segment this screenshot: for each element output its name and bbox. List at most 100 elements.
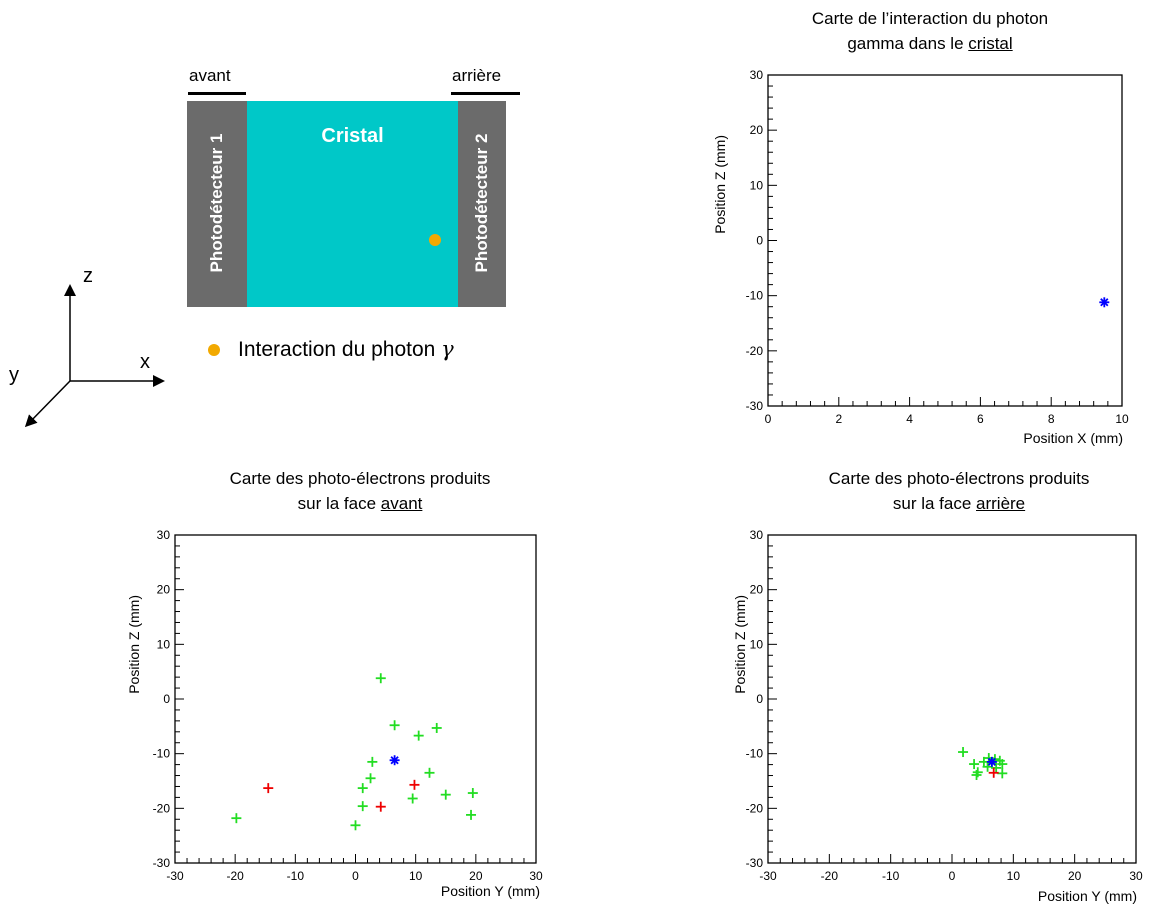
data-point xyxy=(407,793,418,804)
data-point xyxy=(365,773,376,784)
x-tick-label: -30 xyxy=(759,869,777,883)
y-axis-title: Position Z (mm) xyxy=(126,595,142,694)
x-tick-label: 2 xyxy=(835,412,842,426)
front-title-underlined: avant xyxy=(380,494,423,513)
x-tick-label: 10 xyxy=(409,869,423,883)
x-tick-label: -10 xyxy=(287,869,305,883)
x-tick-label: 20 xyxy=(469,869,483,883)
x-tick-label: 10 xyxy=(1115,412,1129,426)
x-tick-label: 0 xyxy=(949,869,956,883)
front-title-line2: sur la face avant xyxy=(297,494,423,513)
y-tick-label: 30 xyxy=(750,528,764,542)
legend-gamma: γ xyxy=(441,337,454,361)
y-tick-label: -30 xyxy=(153,856,171,870)
x-tick-label: 20 xyxy=(1068,869,1082,883)
axis-triad: z x y xyxy=(9,265,165,428)
crystal-label: Cristal xyxy=(321,125,384,147)
y-tick-label: -20 xyxy=(746,801,764,815)
back-title-line1: Carte des photo-électrons produits xyxy=(828,469,1090,488)
data-point xyxy=(357,783,368,794)
y-tick-label: -10 xyxy=(746,747,764,761)
data-point xyxy=(413,730,424,741)
data-point xyxy=(466,809,477,820)
crystal-interaction-chart: 0 2 4 6 8 10 -30 -20 -10 0 10 20 30 Position X (mm) Po… xyxy=(712,68,1129,446)
data-point xyxy=(467,788,478,799)
y-tick-label: 30 xyxy=(157,528,171,542)
y-tick-label: 0 xyxy=(163,692,170,706)
x-axis-title: Position Y (mm) xyxy=(1038,888,1137,904)
y-tick-label: -30 xyxy=(746,399,764,413)
photodetector-1: Photodétecteur 1 xyxy=(187,101,247,307)
x-axis-title: Position Y (mm) xyxy=(441,883,540,899)
y-tick-label: 10 xyxy=(157,637,171,651)
data-point xyxy=(971,769,982,780)
y-tick-label: 10 xyxy=(750,178,764,192)
data-point-star xyxy=(389,755,400,766)
plot-frame xyxy=(174,534,537,864)
data-point xyxy=(263,783,274,794)
photodetector-2-label: Photodétecteur 2 xyxy=(472,133,491,273)
data-point xyxy=(982,761,993,772)
x-tick-label: 4 xyxy=(906,412,913,426)
plot-frame xyxy=(767,534,1137,864)
y-axis-title: Position Z (mm) xyxy=(712,135,728,234)
front-title-line1: Carte des photo-électrons produits xyxy=(229,469,491,488)
x-tick-label: -30 xyxy=(166,869,184,883)
data-point xyxy=(958,747,969,758)
x-tick-label: 8 xyxy=(1048,412,1055,426)
data-point xyxy=(431,722,442,733)
x-axis-label: x xyxy=(140,351,150,373)
back-face-chart: -30 -20 -10 0 10 20 30 -30 -20 -10 0 10 20 30 Position… xyxy=(732,528,1143,904)
data-point xyxy=(350,820,361,831)
front-face-underline xyxy=(188,92,246,95)
x-tick-label: 30 xyxy=(529,869,543,883)
y-axis-title: Position Z (mm) xyxy=(732,595,748,694)
crystal-title-underlined: cristal xyxy=(968,34,1013,53)
back-face-label: arrière xyxy=(452,66,502,85)
x-tick-label: 0 xyxy=(352,869,359,883)
y-tick-label: 30 xyxy=(750,68,764,82)
x-tick-label: -20 xyxy=(226,869,244,883)
data-point xyxy=(988,767,999,778)
data-point xyxy=(375,801,386,812)
crystal-title-line2: gamma dans le cristal xyxy=(847,34,1013,53)
y-tick-label: 0 xyxy=(756,692,763,706)
data-point xyxy=(997,768,1008,779)
x-tick-label: 30 xyxy=(1129,869,1143,883)
x-axis-title: Position X (mm) xyxy=(1023,430,1123,446)
crystal-chart-title: Carte de l’interaction du photon gamma d… xyxy=(720,6,1140,56)
photodetector-2: Photodétecteur 2 xyxy=(458,101,506,307)
data-point xyxy=(409,779,420,790)
back-title-line2: sur la face arrière xyxy=(892,494,1026,513)
y-axis-label: y xyxy=(9,364,19,386)
crystal-block: Cristal xyxy=(247,101,458,307)
y-tick-label: -10 xyxy=(746,289,764,303)
x-tick-label: 0 xyxy=(765,412,772,426)
z-axis-label: z xyxy=(83,265,93,287)
data-point xyxy=(424,767,435,778)
y-tick-label: 20 xyxy=(750,123,764,137)
data-point xyxy=(997,759,1008,770)
data-point xyxy=(357,801,368,812)
y-tick-label: 10 xyxy=(750,637,764,651)
data-point xyxy=(375,673,386,684)
interaction-point xyxy=(429,234,441,246)
legend-marker xyxy=(208,344,220,356)
front-face-label: avant xyxy=(189,66,231,85)
y-tick-label: -20 xyxy=(153,801,171,815)
data-point-star xyxy=(986,756,997,767)
x-tick-label: -20 xyxy=(821,869,839,883)
data-point xyxy=(231,813,242,824)
data-point-star xyxy=(1099,297,1110,308)
back-title-underlined: arrière xyxy=(976,494,1026,513)
data-point xyxy=(969,759,980,770)
data-point xyxy=(440,789,451,800)
data-point xyxy=(367,756,378,767)
front-chart-title: Carte des photo-électrons produits sur l… xyxy=(150,466,570,516)
y-tick-label: 0 xyxy=(756,234,763,248)
y-tick-label: -20 xyxy=(746,344,764,358)
back-chart-title: Carte des photo-électrons produits sur l… xyxy=(749,466,1157,516)
y-tick-label: -10 xyxy=(153,747,171,761)
crystal-title-line1: Carte de l’interaction du photon xyxy=(811,9,1049,28)
y-tick-label: 20 xyxy=(157,583,171,597)
